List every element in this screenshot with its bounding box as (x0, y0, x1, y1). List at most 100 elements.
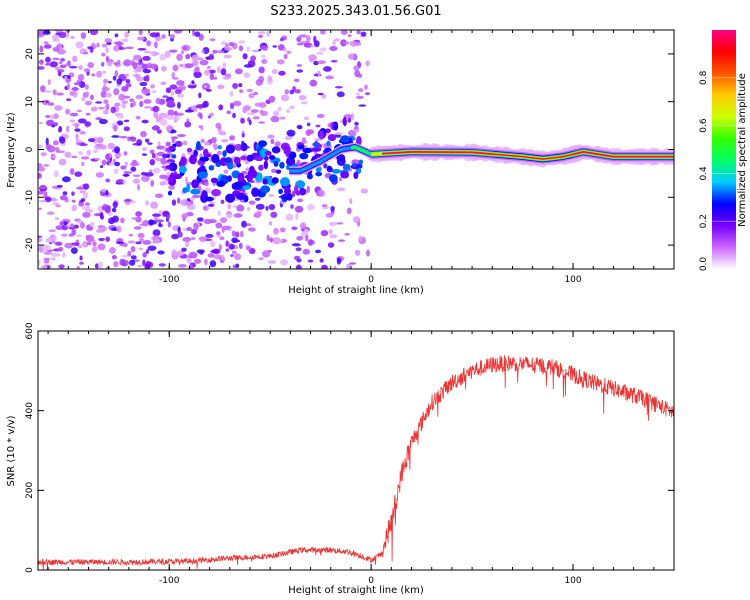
signal-blob (299, 152, 309, 160)
noise-speck (66, 125, 70, 133)
noise-speck (223, 169, 229, 174)
noise-speck (132, 174, 141, 178)
trace-segment (630, 156, 634, 158)
trace-segment (567, 154, 570, 157)
noise-speck (336, 91, 345, 98)
noise-speck (64, 75, 68, 81)
trace-segment (476, 152, 479, 154)
noise-speck (151, 152, 156, 159)
trace-segment (389, 152, 392, 154)
noise-speck (212, 49, 218, 54)
noise-speck (245, 167, 250, 172)
trace-segment (311, 163, 314, 168)
noise-speck (289, 89, 295, 95)
noise-speck (41, 244, 51, 252)
noise-speck (114, 102, 121, 107)
noise-speck (365, 92, 370, 96)
signal-blob (195, 141, 201, 151)
signal-blob (171, 154, 177, 159)
trace-segment (421, 151, 425, 153)
noise-speck (172, 64, 179, 72)
noise-speck (218, 84, 225, 89)
trace-segment (365, 150, 369, 155)
y-tick-label: -10 (25, 190, 35, 205)
noise-speck (176, 101, 181, 109)
trace-segment (341, 147, 345, 151)
noise-speck (305, 129, 312, 137)
noise-speck (105, 103, 110, 111)
noise-speck (112, 201, 118, 209)
noise-speck (135, 211, 143, 217)
noise-speck (329, 45, 338, 52)
noise-speck (170, 91, 175, 96)
signal-blob (342, 116, 347, 127)
colorbar-tick-label: 0.2 (699, 214, 709, 228)
noise-speck (178, 85, 187, 91)
trace-segment (669, 156, 672, 158)
snr-xlabel: Height of straight line (km) (288, 585, 424, 596)
noise-speck (221, 139, 229, 143)
trace-segment (434, 151, 438, 153)
noise-speck (246, 207, 251, 211)
signal-blob (208, 165, 215, 171)
noise-speck (38, 237, 43, 243)
noise-speck (142, 219, 150, 227)
noise-speck (101, 43, 108, 48)
noise-speck (92, 241, 97, 247)
noise-speck (59, 221, 64, 226)
noise-speck (104, 38, 113, 43)
trace-segment (636, 156, 639, 158)
signal-blob (260, 185, 271, 194)
noise-speck (289, 105, 295, 110)
trace-segment (638, 156, 641, 158)
trace-segment (543, 158, 547, 160)
noise-speck (279, 227, 286, 233)
noise-speck (103, 99, 109, 104)
trace-segment (360, 148, 363, 152)
signal-blob (295, 190, 301, 196)
signal-blob (331, 168, 342, 174)
signal-blob (318, 130, 325, 140)
trace-segment (300, 168, 303, 173)
trace-segment (314, 162, 318, 166)
noise-speck (317, 70, 321, 77)
trace-segment (369, 152, 372, 156)
noise-speck (143, 106, 152, 109)
noise-speck (136, 183, 141, 191)
noise-speck (184, 109, 194, 113)
signal-blob (242, 185, 251, 190)
trace-segment (500, 154, 503, 156)
noise-speck (184, 176, 189, 184)
noise-speck (250, 109, 259, 113)
noise-speck (254, 197, 261, 201)
noise-speck (210, 201, 215, 205)
noise-speck (120, 165, 127, 170)
trace-segment (589, 152, 592, 154)
signal-blob (210, 177, 218, 183)
noise-speck (45, 115, 51, 119)
noise-speck (232, 83, 238, 89)
noise-speck (77, 244, 83, 249)
noise-speck (197, 57, 204, 61)
noise-speck (133, 54, 142, 59)
noise-speck (150, 50, 159, 57)
noise-speck (306, 122, 311, 127)
signal-blob (315, 171, 323, 177)
noise-speck (234, 253, 242, 261)
trace-segment (474, 152, 478, 154)
noise-speck (91, 73, 96, 77)
noise-speck (234, 68, 243, 75)
trace-segment (501, 154, 505, 156)
noise-speck (216, 234, 222, 238)
signal-blob (258, 140, 268, 147)
noise-speck (243, 107, 250, 112)
trace-segment (436, 151, 439, 153)
noise-speck (58, 158, 67, 166)
noise-speck (186, 118, 190, 122)
noise-speck (290, 204, 294, 209)
noise-speck (330, 205, 335, 212)
spectrogram-ylabel: Frequency (Hz) (6, 112, 17, 188)
trace-segment (425, 151, 428, 153)
noise-speck (47, 102, 55, 106)
signal-blob (217, 145, 223, 150)
